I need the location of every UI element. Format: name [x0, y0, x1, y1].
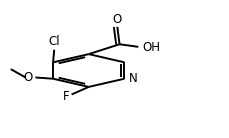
Text: OH: OH	[142, 41, 160, 54]
Text: O: O	[112, 13, 121, 26]
Text: Cl: Cl	[48, 35, 60, 48]
Text: N: N	[128, 72, 137, 85]
Text: F: F	[62, 90, 69, 103]
Text: O: O	[23, 71, 32, 84]
